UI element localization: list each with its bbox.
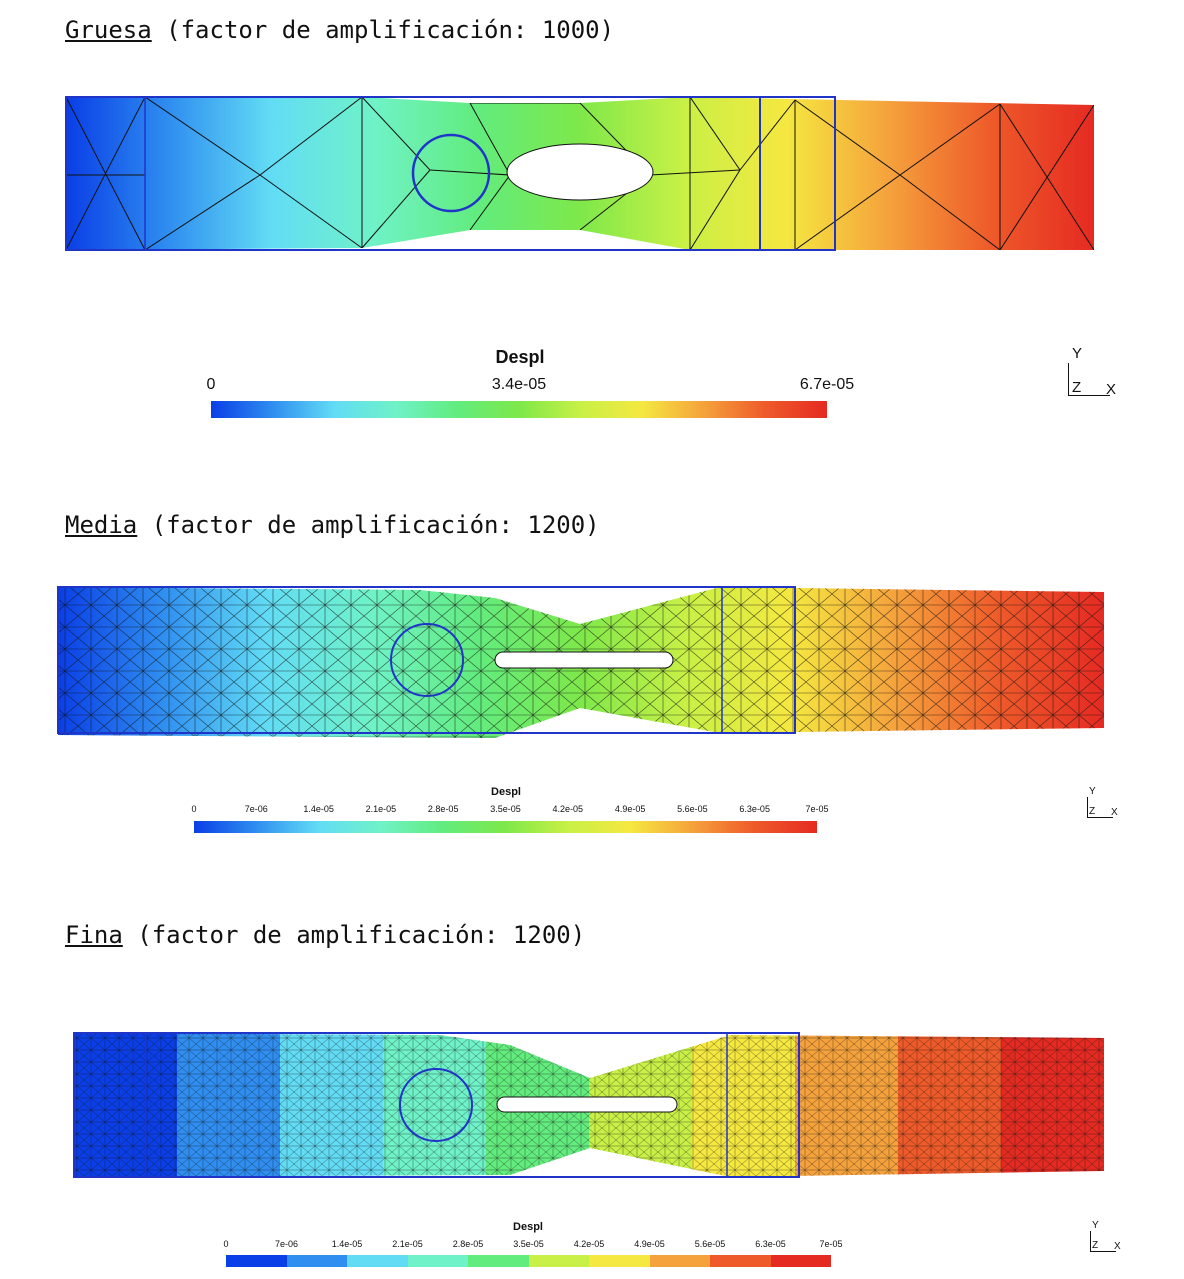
colorbar-tick: 4.9e-05 xyxy=(614,804,646,814)
colorbar-tick: 1.4e-05 xyxy=(331,1239,363,1249)
colorbar-tick: 7e-05 xyxy=(805,804,829,814)
axis-y-label: Y xyxy=(1092,1220,1099,1231)
axis-z-label: Z xyxy=(1089,806,1096,817)
colorbar-band xyxy=(649,1255,710,1267)
colorbar-band xyxy=(710,1255,771,1267)
amplification-label: (factor de amplificación: 1200) xyxy=(137,511,600,539)
colorbar-tick: 2.1e-05 xyxy=(365,804,397,814)
medium-undeformed-outline xyxy=(57,586,796,734)
axis-x-label: X xyxy=(1114,1241,1121,1252)
colorbar-tick: 0 xyxy=(223,1239,229,1249)
axes-triad-2: Y Z X xyxy=(1083,786,1123,821)
mesh-name-label: Media xyxy=(65,511,138,539)
colorbar-tick: 2.8e-05 xyxy=(427,804,459,814)
colorbar-band xyxy=(770,1255,831,1267)
colorbar-tick: 6.7e-05 xyxy=(799,376,855,393)
colorbar-tick: 0 xyxy=(191,804,197,814)
colorbar-band xyxy=(407,1255,468,1267)
heading-media: Media (factor de amplificación: 1200) xyxy=(65,511,600,539)
colorbar-tick: 5.6e-05 xyxy=(677,804,708,814)
colorbar-tick: 7e-06 xyxy=(274,1239,299,1249)
coarse-hole xyxy=(506,143,654,201)
coarse-mesh-plot xyxy=(65,96,1094,251)
colorbar-title-2: Despl xyxy=(491,786,521,798)
colorbar-1 xyxy=(211,401,827,418)
axis-z-label: Z xyxy=(1072,379,1082,396)
heading-gruesa: Gruesa (factor de amplificación: 1000) xyxy=(65,16,614,44)
heading-fina: Fina (factor de amplificación: 1200) xyxy=(65,921,585,949)
coarse-undeformed-outline xyxy=(65,96,836,251)
colorbar-tick: 1.4e-05 xyxy=(303,804,334,814)
colorbar-band xyxy=(286,1255,347,1267)
colorbar-tick: 3.5e-05 xyxy=(513,1239,544,1249)
colorbar-tick: 4.2e-05 xyxy=(552,804,584,814)
colorbar-tick: 6.3e-05 xyxy=(739,804,770,814)
colorbar-tick: 2.1e-05 xyxy=(392,1239,423,1249)
colorbar-band xyxy=(528,1255,589,1267)
colorbar-tick: 6.3e-05 xyxy=(755,1239,786,1249)
colorbar-2 xyxy=(194,821,817,833)
colorbar-tick: 5.6e-05 xyxy=(694,1239,726,1249)
axis-z-label: Z xyxy=(1092,1240,1099,1251)
fine-undeformed-outline xyxy=(73,1032,800,1178)
colorbar-band xyxy=(468,1255,529,1267)
coarse-inclusion xyxy=(411,133,491,213)
colorbar-band xyxy=(347,1255,408,1267)
mesh-name-label: Fina xyxy=(65,921,123,949)
medium-hole xyxy=(494,651,674,669)
axis-x-label: X xyxy=(1111,807,1118,818)
axis-x-label: X xyxy=(1106,381,1117,398)
colorbar-title-1: Despl xyxy=(495,347,545,367)
colorbar-tick: 7e-06 xyxy=(244,804,268,814)
colorbar-tick: 3.5e-05 xyxy=(490,804,521,814)
fine-inclusion xyxy=(399,1068,473,1142)
fine-hole xyxy=(496,1096,678,1113)
colorbar-tick: 0 xyxy=(206,376,216,393)
axis-y-label: Y xyxy=(1089,786,1096,797)
colorbar-band xyxy=(589,1255,650,1267)
colorbar-3 xyxy=(226,1255,831,1267)
axes-triad-1: Y Z X xyxy=(1060,345,1120,400)
medium-inclusion xyxy=(390,623,464,697)
colorbar-band xyxy=(226,1255,287,1267)
axes-triad-3: Y Z X xyxy=(1086,1220,1126,1255)
medium-mesh-plot xyxy=(57,586,1104,738)
mesh-name-label: Gruesa xyxy=(65,16,152,44)
fine-body xyxy=(74,1033,1104,1177)
colorbar-title-3: Despl xyxy=(513,1221,543,1233)
amplification-label: (factor de amplificación: 1200) xyxy=(122,921,586,949)
colorbar-tick: 3.4e-05 xyxy=(491,376,547,393)
colorbar-tick: 2.8e-05 xyxy=(452,1239,484,1249)
amplification-label: (factor de amplificación: 1000) xyxy=(151,16,615,44)
axis-y-label: Y xyxy=(1072,345,1083,362)
colorbar-tick: 4.2e-05 xyxy=(573,1239,605,1249)
colorbar-tick: 7e-05 xyxy=(819,1239,843,1249)
colorbar-tick: 4.9e-05 xyxy=(634,1239,665,1249)
